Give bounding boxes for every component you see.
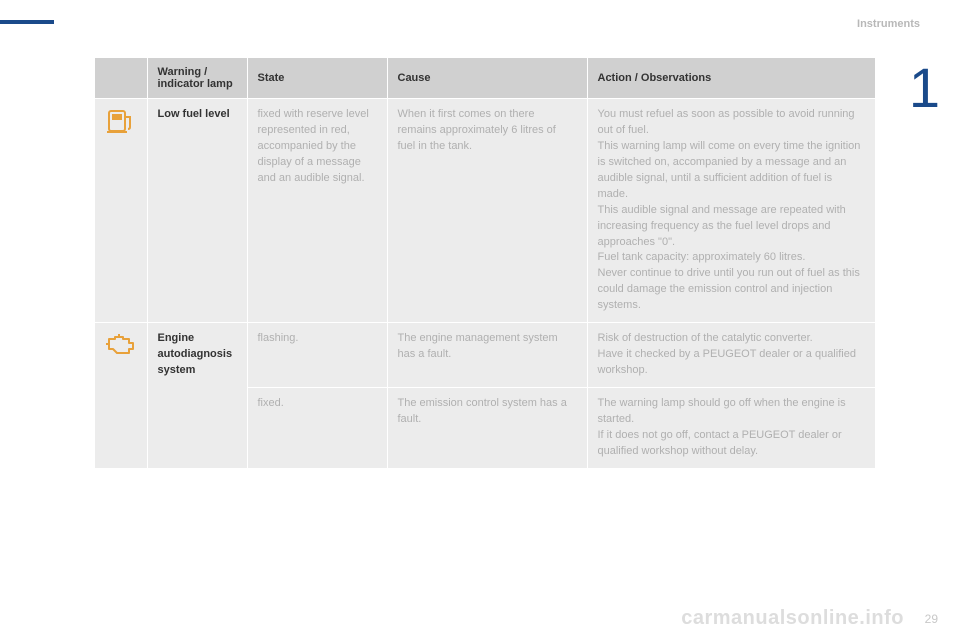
engine-icon: [103, 331, 139, 359]
fuel-icon: [103, 107, 139, 135]
col-header-state: State: [247, 58, 387, 99]
col-header-lamp-text: Warning / indicator lamp: [158, 66, 233, 90]
col-header-cause: Cause: [387, 58, 587, 99]
main-content: Warning / indicator lamp State Cause Act…: [95, 58, 875, 468]
state-cell: fixed with reserve level represented in …: [247, 99, 387, 323]
table-row: Low fuel level fixed with reserve level …: [95, 99, 875, 323]
state-cell: fixed.: [247, 388, 387, 468]
cause-cell: The emission control system has a fault.: [387, 388, 587, 468]
col-header-icon: [95, 58, 147, 99]
lamp-label: Engine autodiagnosis system: [147, 323, 247, 468]
icon-cell: [95, 323, 147, 468]
page-number: 29: [925, 612, 938, 626]
icon-cell: [95, 99, 147, 323]
watermark: carmanualsonline.info: [681, 607, 904, 630]
col-header-action: Action / Observations: [587, 58, 875, 99]
header-accent-bar: [0, 20, 54, 24]
action-cell: You must refuel as soon as possible to a…: [587, 99, 875, 323]
section-title: Instruments: [857, 18, 920, 30]
warning-lamp-table: Warning / indicator lamp State Cause Act…: [95, 58, 875, 468]
lamp-label: Low fuel level: [147, 99, 247, 323]
chapter-number: 1: [909, 55, 940, 120]
col-header-lamp: Warning / indicator lamp: [147, 58, 247, 99]
action-cell: Risk of destruction of the catalytic con…: [587, 323, 875, 388]
state-cell: flashing.: [247, 323, 387, 388]
cause-cell: The engine management system has a fault…: [387, 323, 587, 388]
cause-cell: When it first comes on there remains app…: [387, 99, 587, 323]
action-cell: The warning lamp should go off when the …: [587, 388, 875, 468]
table-row: Engine autodiagnosis system flashing. Th…: [95, 323, 875, 388]
